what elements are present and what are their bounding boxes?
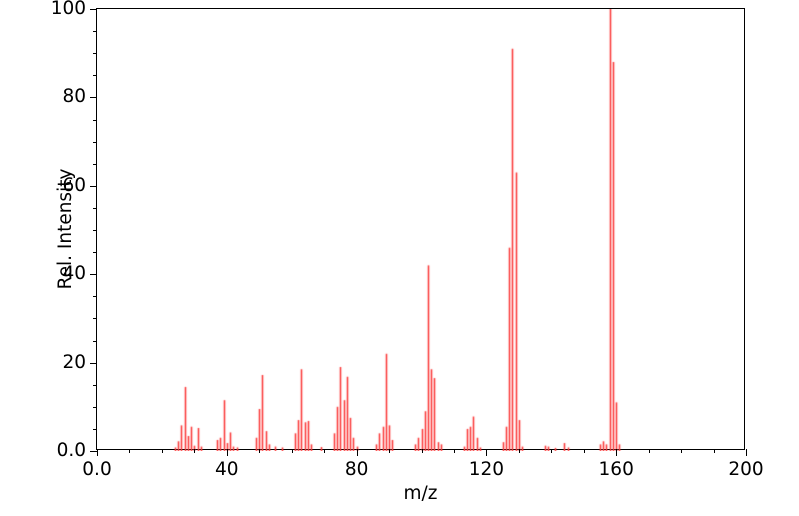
y-tick-label: 40 [62,262,86,284]
x-tick-label: 40 [215,459,239,480]
x-tick-minor [194,449,196,453]
y-tick-minor [93,252,97,254]
plot-area: 0.0 20 40 60 80 100 0.0 40 80 120 160 200 [51,0,764,479]
y-tick-minor [93,141,97,143]
x-tick-minor [129,449,131,453]
x-tick-minor [518,449,520,453]
y-tick-major [90,9,97,10]
x-tick-minor [713,449,715,453]
x-axis-label: m/z [403,483,438,504]
x-tick-minor [453,449,455,453]
y-tick-major [90,362,97,364]
y-tick-label: 20 [62,351,86,373]
x-tick-minor [259,449,261,453]
x-tick-label: 80 [344,459,369,480]
x-tick-minor [324,449,326,453]
y-tick-minor [93,163,97,165]
y-tick-label: 60 [62,174,86,196]
y-tick-major [90,97,97,99]
y-tick-minor [93,340,97,342]
y-tick-label: 0.0 [56,439,86,461]
y-tick-minor [93,207,97,209]
x-tick-minor [551,449,553,453]
x-tick-major [97,449,98,456]
x-tick-minor [161,449,163,453]
x-tick-minor [648,449,650,453]
x-tick-label: 120 [468,459,505,480]
x-tick-major [616,449,618,456]
y-tick-minor [93,318,97,320]
y-tick-minor [93,296,97,298]
x-tick-minor [681,449,683,453]
y-tick-minor [93,53,97,55]
x-tick-major [746,449,747,456]
y-tick-minor [93,119,97,121]
y-tick-label: 80 [62,86,86,108]
y-tick-minor [93,31,97,33]
x-tick-minor [583,449,585,453]
y-tick-major [90,185,97,187]
y-tick-label: 100 [50,0,86,19]
y-tick-minor [93,230,97,231]
x-tick-minor [421,449,423,453]
x-tick-label: 160 [598,459,634,480]
x-tick-major [486,449,488,456]
x-tick-minor [389,449,391,453]
x-tick-label: 0.0 [82,459,112,480]
y-axis-label: Rel. Intensity [55,168,77,290]
x-tick-minor [291,449,293,453]
x-tick-major [226,449,228,456]
x-tick-major [356,449,358,456]
y-tick-minor [93,428,97,430]
y-tick-minor [93,406,97,408]
spectrum-plot-canvas [97,9,746,451]
x-tick-label: 200 [728,459,764,480]
y-tick-major [90,274,97,276]
y-tick-minor [93,384,97,386]
y-tick-major [90,451,97,452]
y-tick-minor [93,75,97,77]
